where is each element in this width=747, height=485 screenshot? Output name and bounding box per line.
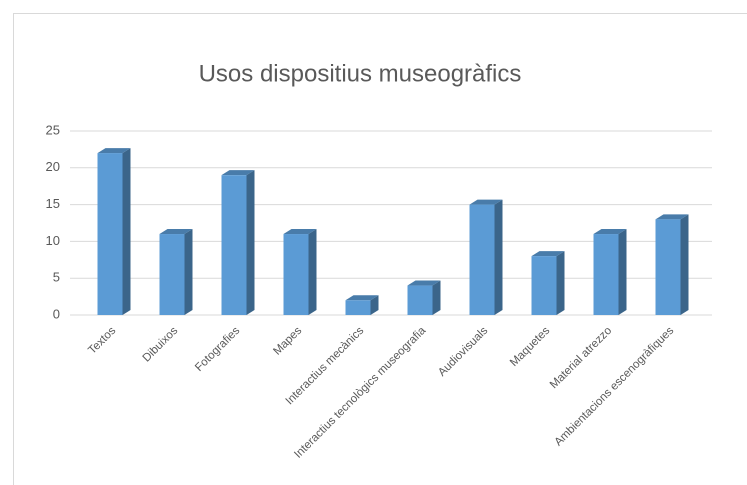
x-tick-label: Dibuixos [141, 325, 181, 365]
bar-side [308, 229, 317, 315]
bar-side [122, 148, 131, 315]
x-tick-label: Mapes [271, 325, 304, 358]
bar-side [494, 199, 503, 315]
y-tick-label: 5 [53, 270, 60, 285]
bar-top [159, 229, 193, 235]
y-tick-label: 25 [46, 122, 60, 137]
bar-side [680, 214, 689, 315]
bar [283, 234, 309, 315]
bar-side [370, 295, 379, 315]
y-tick-label: 20 [46, 159, 60, 174]
bar-side [618, 229, 627, 315]
y-tick-label: 0 [53, 306, 60, 321]
bar-side [556, 251, 565, 315]
x-tick-label: Material atrezzo [548, 325, 614, 391]
bar-top [97, 148, 131, 154]
bar [345, 300, 371, 315]
bar [655, 219, 681, 315]
bar [593, 234, 619, 315]
bar-top [655, 214, 689, 220]
bar-top [221, 170, 255, 176]
bar [97, 153, 123, 315]
bar [469, 204, 495, 315]
x-tick-label: Fotografies [193, 325, 242, 374]
x-tick-label: Audiovisuals [436, 325, 490, 379]
bar-top [283, 229, 317, 235]
bar-top [345, 295, 379, 301]
bar-top [593, 229, 627, 235]
y-tick-label: 10 [46, 233, 60, 248]
bar [407, 285, 433, 315]
bar [221, 175, 247, 315]
chart-frame [13, 13, 747, 485]
bar-top [531, 251, 565, 257]
bar [531, 256, 557, 315]
y-tick-label: 15 [46, 196, 60, 211]
x-tick-label: Interactius tecnològics museografia [292, 324, 428, 460]
bar [159, 234, 185, 315]
x-tick-label: Textos [86, 325, 118, 357]
x-tick-label: Ambientacions escenogràfiques [552, 325, 676, 449]
bar-side [184, 229, 193, 315]
bar-top [469, 199, 503, 205]
bar-top [407, 280, 441, 286]
chart-title: Usos dispositius museogràfics [199, 60, 522, 87]
bar-side [432, 280, 441, 315]
x-tick-label: Maquetes [508, 325, 552, 369]
bar-side [246, 170, 255, 315]
